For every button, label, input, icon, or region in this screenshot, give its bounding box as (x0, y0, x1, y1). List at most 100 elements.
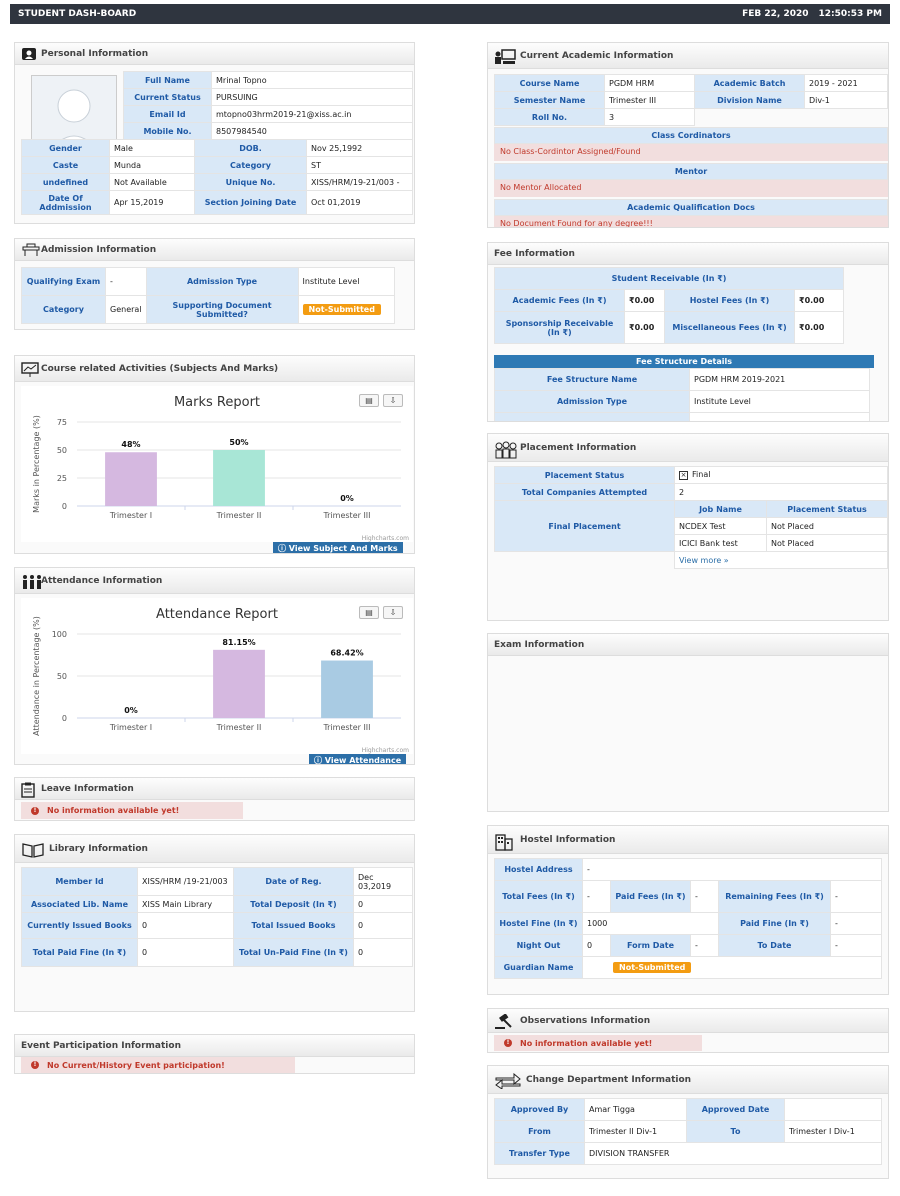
presentation-icon (21, 361, 39, 377)
value-sjd: Oct 01,2019 (306, 190, 413, 215)
value-fee-admission-type: Institute Level (689, 390, 870, 413)
label-doa: Date Of Addmission (21, 190, 110, 215)
data-label: 0% (124, 706, 138, 715)
label-category: Category (194, 156, 307, 174)
view-attendance-button[interactable]: ⓘ View Attendance (309, 754, 407, 764)
time-text: 12:50:53 PM (818, 9, 882, 19)
exam-info-panel: Exam Information (487, 633, 889, 812)
value-undefined: Not Available (109, 173, 195, 191)
download-chart-button[interactable]: ⇩ (383, 394, 403, 407)
y-tick-label: 0 (62, 714, 67, 723)
label-hostel-address: Hostel Address (494, 858, 583, 881)
event-alert-text: No Current/History Event participation! (47, 1060, 225, 1070)
marks-chart-svg: Marks Report 0 25 50 75 Marks in Percentage (… (32, 395, 409, 542)
value-transfer-type: DIVISION TRANSFER (584, 1142, 882, 1165)
job-status-cell: Not Placed (766, 517, 888, 535)
label-course: Course Name (494, 74, 605, 92)
x-tick-label: Trimester II (216, 723, 262, 732)
label-email: Email Id (123, 105, 212, 123)
event-title: Event Participation Information (21, 1040, 181, 1051)
label-guardian: Guardian Name (494, 956, 583, 979)
value-unique: XISS/HRM/19-21/003 - (306, 173, 413, 191)
academic-info-header: Current Academic Information (488, 43, 888, 69)
print-chart-button[interactable]: ▤ (359, 606, 379, 619)
value-total-fees: - (582, 880, 611, 913)
coordinators-heading: Class Cordinators (494, 127, 888, 144)
x-tick-label: Trimester III (322, 511, 370, 520)
label-form-date: Form Date (610, 934, 691, 957)
attendance-chart-svg: Attendance Report 0 50 100 Attendance in Per… (32, 607, 409, 754)
value-caste: Munda (109, 156, 195, 174)
label-total-fees: Total Fees (In ₹) (494, 880, 583, 913)
exam-info-title: Exam Information (494, 639, 585, 650)
date-text: FEB 22, 2020 (742, 9, 809, 19)
leave-info-title: Leave Information (41, 783, 134, 794)
value-unpaid-fine: 0 (353, 938, 413, 967)
value-gender: Male (109, 139, 195, 157)
bar (321, 660, 373, 718)
label-deposit: Total Deposit (In ₹) (233, 895, 354, 913)
label-remaining-fees: Remaining Fees (In ₹) (718, 880, 831, 913)
x-tick-label: Trimester II (216, 511, 262, 520)
label-semester: Semester Name (494, 91, 605, 109)
view-more-link[interactable]: View more » (679, 555, 729, 565)
value-division: Div-1 (804, 91, 888, 109)
hostel-info-title: Hostel Information (520, 834, 616, 845)
value-admission-type: Institute Level (297, 267, 396, 296)
label-to-date: To Date (718, 934, 831, 957)
hostel-info-panel: Hostel Information Hostel Address - Total… (487, 825, 889, 995)
label-sjd: Section Joining Date (194, 190, 307, 215)
personal-info-panel: Personal Information Full Name Mrinal Top… (14, 42, 415, 224)
value-remaining-fees: - (830, 880, 882, 913)
value-full-name: Mrinal Topno (211, 71, 413, 89)
label-approved-by: Approved By (494, 1098, 585, 1121)
y-tick-label: 50 (57, 446, 67, 455)
academic-info-panel: Current Academic Information Course Name… (487, 42, 889, 228)
attendance-info-title: Attendance Information (41, 575, 163, 586)
dashboard-title: STUDENT DASH-BOARD (18, 9, 137, 19)
clipboard-icon (21, 782, 37, 798)
placement-info-title: Placement Information (520, 442, 637, 453)
value-hostel-fine: 1000 (582, 912, 719, 935)
label-caste: Caste (21, 156, 110, 174)
label-total-issued: Total Issued Books (233, 912, 354, 939)
course-activities-panel: Course related Activities (Subjects And … (14, 355, 415, 554)
change-dept-title: Change Department Information (526, 1074, 692, 1085)
leave-info-header: Leave Information (15, 778, 414, 800)
view-subject-marks-button[interactable]: ⓘ View Subject And Marks (273, 542, 403, 553)
building-icon (494, 833, 514, 851)
y-tick-label: 75 (57, 418, 67, 427)
print-chart-button[interactable]: ▤ (359, 394, 379, 407)
y-axis-label: Marks in Percentage (%) (32, 415, 41, 513)
value-hostel-paid-fine: - (830, 912, 882, 935)
attendance-info-panel: Attendance Information Attendance Report… (14, 567, 415, 765)
library-info-panel: Library Information Member Id XISS/HRM /1… (14, 834, 415, 1012)
fee-info-panel: Fee Information Student Receivable (In ₹… (487, 242, 889, 422)
label-unpaid-fine: Total Un-Paid Fine (In ₹) (233, 938, 354, 967)
change-dept-panel: Change Department Information Approved B… (487, 1065, 889, 1179)
value-guardian: Not-Submitted (582, 956, 882, 979)
placement-info-header: Placement Information (488, 434, 888, 462)
label-night-out: Night Out (494, 934, 583, 957)
table-row: NCDEX Test Not Placed (495, 517, 888, 535)
download-chart-button[interactable]: ⇩ (383, 606, 403, 619)
observations-alert: ! No information available yet! (494, 1035, 702, 1051)
y-tick-label: 50 (57, 672, 67, 681)
label-undefined: undefined (21, 173, 110, 191)
label-misc-fees: Miscellaneous Fees (In ₹) (664, 311, 795, 344)
gavel-icon (494, 1012, 516, 1029)
bar (213, 450, 265, 506)
label-hostel-paid-fine: Paid Fine (In ₹) (718, 912, 831, 935)
value-paid-fees: - (690, 880, 719, 913)
value-lib-name: XISS Main Library (137, 895, 234, 913)
label-academic-fees: Academic Fees (In ₹) (494, 289, 625, 312)
label-full-name: Full Name (123, 71, 212, 89)
value-approved-by: Amar Tigga (584, 1098, 687, 1121)
datetime: FEB 22, 2020 12:50:53 PM (732, 9, 882, 19)
data-label: 48% (121, 440, 140, 449)
book-icon (21, 842, 45, 858)
value-batch: 2019 - 2021 (804, 74, 888, 92)
course-activities-title: Course related Activities (Subjects And … (41, 363, 279, 374)
course-activities-header: Course related Activities (Subjects And … (15, 356, 414, 382)
observations-title: Observations Information (520, 1015, 651, 1026)
